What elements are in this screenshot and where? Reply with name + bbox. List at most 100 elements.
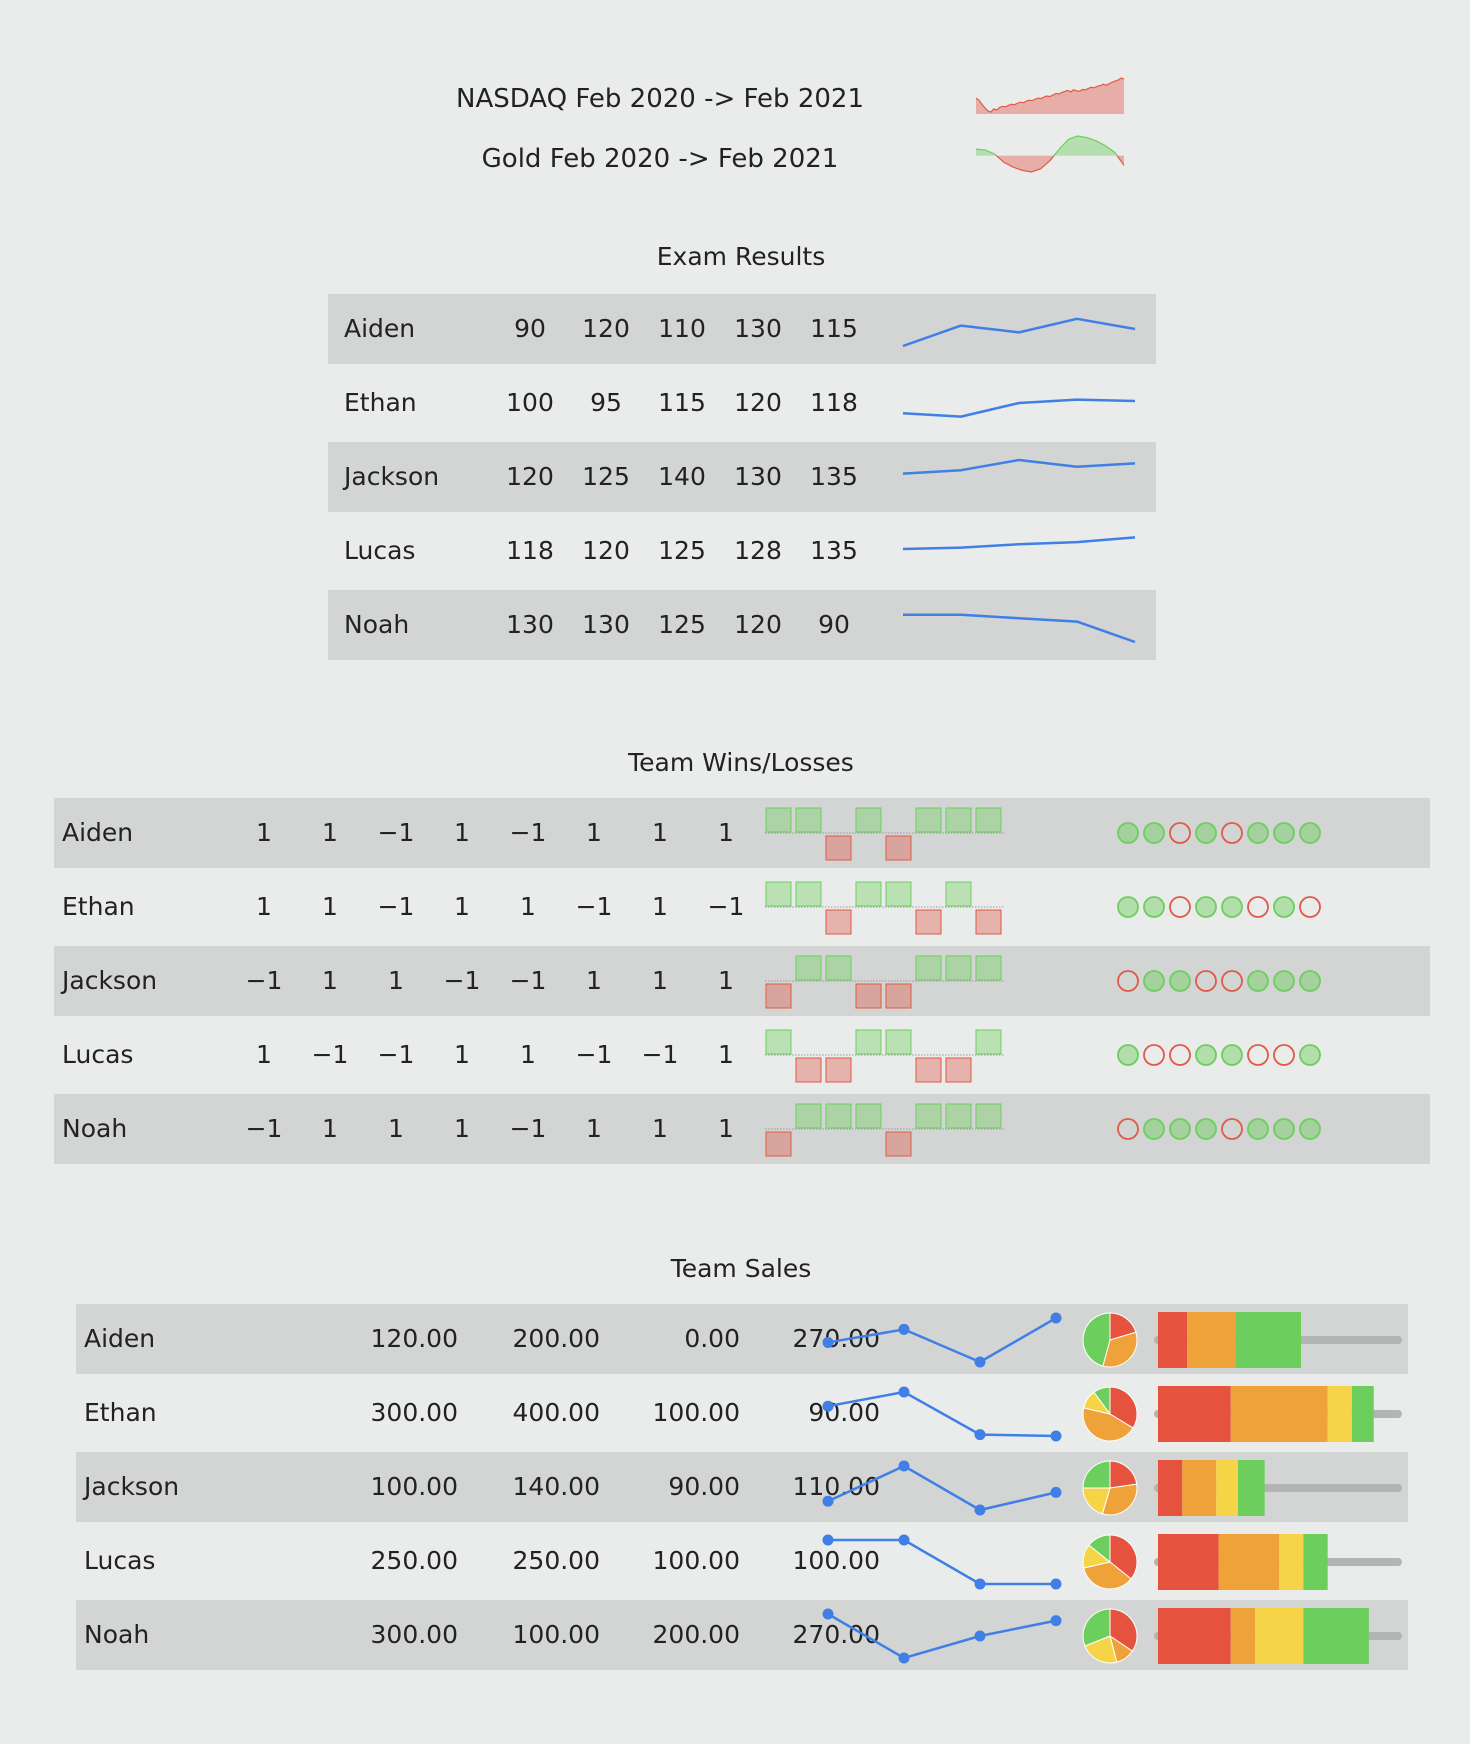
winloss-sparkline xyxy=(765,1103,1005,1157)
gold-area-up xyxy=(976,136,1118,156)
gold-area-down xyxy=(976,155,1124,172)
win-dot xyxy=(1273,1118,1295,1140)
gold-line-down xyxy=(995,155,1125,173)
nasdaq-label: NASDAQ Feb 2020 -> Feb 2021 xyxy=(456,84,864,114)
sales-point xyxy=(974,1356,986,1368)
win-dot xyxy=(1117,822,1139,844)
wins-result: 1 xyxy=(718,966,734,995)
pie-slice xyxy=(1084,1635,1118,1664)
exam-score: 140 xyxy=(658,462,706,491)
sales-value: 100.00 xyxy=(652,1398,740,1427)
wins-result: −1 xyxy=(311,1040,349,1069)
loss-bar xyxy=(885,835,912,861)
exam-score: 125 xyxy=(658,610,706,639)
win-bar xyxy=(795,881,822,907)
sales-name: Lucas xyxy=(84,1546,156,1575)
sales-point xyxy=(822,1400,834,1412)
sales-point xyxy=(898,1323,910,1335)
win-dot xyxy=(1299,822,1321,844)
winloss-dots xyxy=(1117,1118,1321,1140)
wins-result: 1 xyxy=(256,1040,272,1069)
exam-row: Noah 130 130 125 120 90 xyxy=(328,590,1156,660)
loss-dot xyxy=(1143,1044,1165,1066)
sales-stacked-bar xyxy=(1154,1312,1402,1368)
exam-score: 120 xyxy=(582,536,630,565)
bar-segment xyxy=(1158,1460,1183,1516)
wins-result: −1 xyxy=(443,966,481,995)
exam-score: 120 xyxy=(582,314,630,343)
sales-point xyxy=(898,1652,910,1664)
wins-result: −1 xyxy=(377,1040,415,1069)
wins-result: −1 xyxy=(245,966,283,995)
sales-value: 270.00 xyxy=(792,1324,880,1353)
win-dot xyxy=(1195,822,1217,844)
sales-sparkline xyxy=(822,1312,1062,1368)
winloss-sparkline xyxy=(765,881,1005,935)
sales-point xyxy=(822,1495,834,1507)
loss-bar xyxy=(915,909,942,935)
exam-score: 130 xyxy=(506,610,554,639)
bar-segment xyxy=(1351,1386,1374,1442)
win-dot xyxy=(1143,1118,1165,1140)
win-bar xyxy=(945,955,972,981)
loss-bar xyxy=(825,909,852,935)
win-bar xyxy=(975,807,1002,833)
win-bar xyxy=(825,1103,852,1129)
exam-name: Lucas xyxy=(344,536,416,565)
bar-segment xyxy=(1303,1608,1369,1664)
exam-score: 120 xyxy=(734,388,782,417)
wins-result: 1 xyxy=(322,818,338,847)
wins-row: Noah −1 1 1 1 −1 1 1 1 xyxy=(54,1094,1430,1164)
gold-row: Gold Feb 2020 -> Feb 2021 xyxy=(0,130,1470,190)
wins-row: Ethan 1 1 −1 1 1 −1 1 −1 xyxy=(54,872,1430,942)
loss-dot xyxy=(1221,1118,1243,1140)
sales-value: 100.00 xyxy=(652,1546,740,1575)
loss-bar xyxy=(825,835,852,861)
loss-bar xyxy=(975,909,1002,935)
sales-point xyxy=(1050,1578,1062,1590)
pie-slice xyxy=(1109,1460,1138,1489)
exam-sparkline xyxy=(902,398,1136,418)
loss-dot xyxy=(1247,896,1269,918)
loss-bar xyxy=(765,1131,792,1157)
sales-row: Lucas 250.00 250.00 100.00 100.00 xyxy=(76,1526,1408,1596)
sales-value: 200.00 xyxy=(512,1324,600,1353)
win-dot xyxy=(1143,970,1165,992)
sales-sparkline xyxy=(822,1534,1062,1590)
exam-name: Aiden xyxy=(344,314,416,343)
wins-result: 1 xyxy=(454,1114,470,1143)
sales-pie xyxy=(1082,1608,1138,1664)
win-bar xyxy=(975,1029,1002,1055)
bar-segment xyxy=(1216,1460,1238,1516)
win-dot xyxy=(1221,896,1243,918)
exam-name: Ethan xyxy=(344,388,417,417)
wins-result: 1 xyxy=(718,818,734,847)
win-dot xyxy=(1195,896,1217,918)
sales-stacked-bar xyxy=(1154,1608,1402,1664)
sales-line xyxy=(827,1390,1057,1438)
sales-sparkline xyxy=(822,1460,1062,1516)
sales-value: 0.00 xyxy=(684,1324,740,1353)
winloss-dots xyxy=(1117,970,1321,992)
sales-line xyxy=(828,1538,1056,1586)
win-bar xyxy=(825,955,852,981)
wins-result: 1 xyxy=(652,1114,668,1143)
loss-bar xyxy=(915,1057,942,1083)
pie-slice xyxy=(1082,1487,1111,1515)
sales-value: 90.00 xyxy=(668,1472,740,1501)
bar-segment xyxy=(1218,1534,1280,1590)
winloss-dots xyxy=(1117,896,1321,918)
wins-result: 1 xyxy=(652,966,668,995)
sales-pie xyxy=(1082,1460,1138,1516)
wins-result: 1 xyxy=(652,892,668,921)
wins-result: −1 xyxy=(707,892,745,921)
bar-segment xyxy=(1303,1534,1328,1590)
sales-stacked-bar xyxy=(1154,1534,1402,1590)
sales-value: 200.00 xyxy=(652,1620,740,1649)
exam-sparkline xyxy=(903,613,1136,644)
win-dot xyxy=(1143,896,1165,918)
win-bar xyxy=(975,955,1002,981)
sales-name: Noah xyxy=(84,1620,150,1649)
sales-name: Jackson xyxy=(84,1472,180,1501)
loss-bar xyxy=(885,1131,912,1157)
